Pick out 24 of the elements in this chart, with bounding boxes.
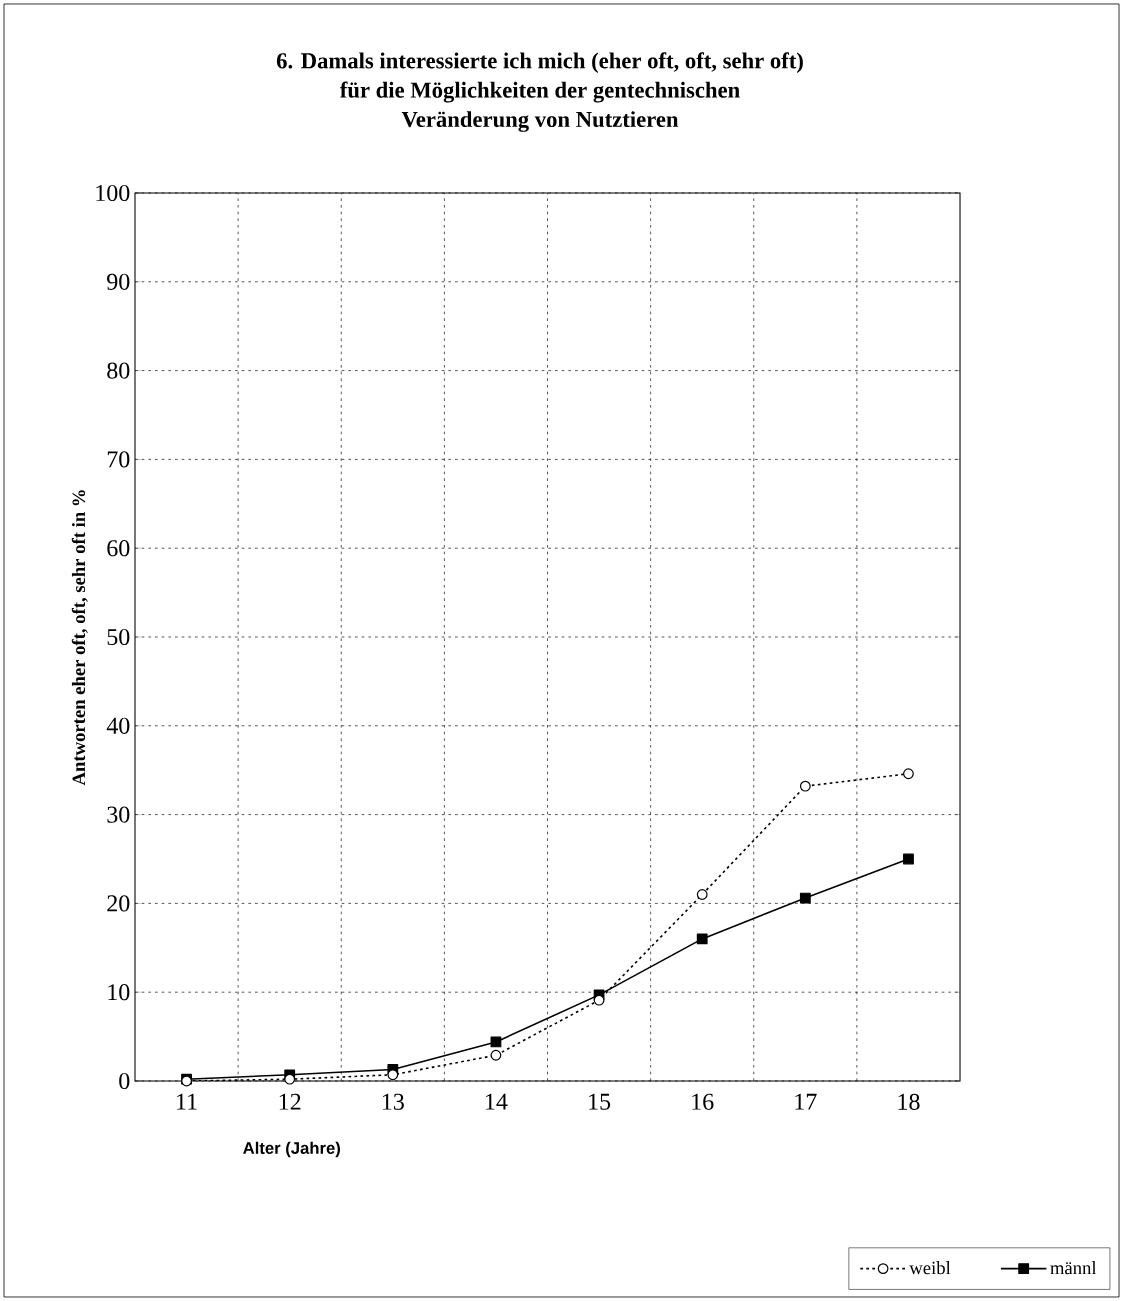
- chart-title: 6. Damals interessierte ich mich (eher oft, oft, sehr oft) für die Möglichkeiten der gentechnischen Veränderung von Nutztieren: [276, 52, 803, 132]
- x-tick-label: 17: [795, 1093, 817, 1110]
- y-tick-label: 20: [107, 895, 130, 912]
- y-tick-label: 50: [107, 628, 130, 646]
- legend-label: männl: [1050, 1261, 1097, 1275]
- y-tick-label: 100: [96, 184, 130, 202]
- y-tick-label: 60: [107, 540, 130, 557]
- x-tick-label: 18: [898, 1093, 920, 1110]
- y-tick-label: 10: [108, 984, 130, 1001]
- y-tick-label: 30: [107, 806, 130, 823]
- x-tick-label: 16: [692, 1093, 714, 1110]
- y-tick-label: 0: [119, 1072, 130, 1090]
- legend-label: weibl: [909, 1261, 951, 1275]
- x-tick-label: 13: [382, 1093, 404, 1110]
- y-tick-label: 80: [107, 362, 130, 379]
- x-tick-label: 12: [279, 1093, 301, 1110]
- x-tick-label: 15: [589, 1093, 611, 1110]
- x-axis-title: Alter (Jahre): [243, 1141, 340, 1158]
- x-tick-label: 14: [486, 1093, 508, 1110]
- x-tick-label: 11: [177, 1093, 197, 1110]
- y-tick-label: 90: [107, 273, 130, 290]
- y-tick-label: 70: [107, 451, 130, 468]
- y-axis-title: Antworten eher oft, oft, sehr oft in %: [71, 490, 88, 786]
- y-tick-label: 40: [106, 717, 130, 734]
